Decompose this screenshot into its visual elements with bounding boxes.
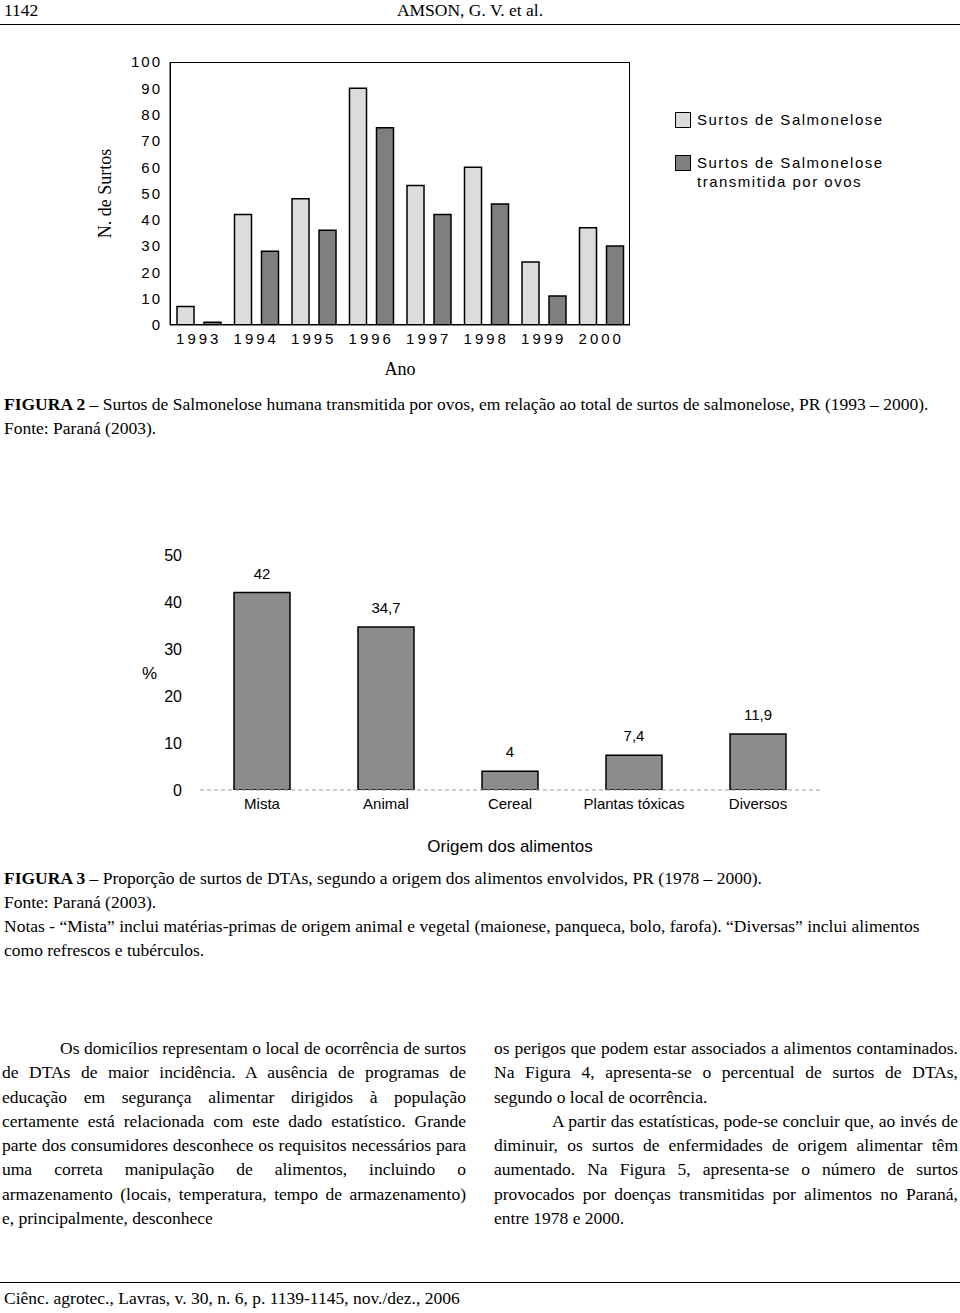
- html-text:Surtos de Salmonelose transmit: Surtos de Salmonelose transmitida por ov…: [697, 154, 884, 190]
- svg-text:20: 20: [141, 264, 162, 281]
- svg-text:50: 50: [164, 547, 182, 564]
- html-text:Ciênc. agrotec., Lavras, v. 30: Ciênc. agrotec., Lavras, v. 30, n. 6, p.…: [4, 1288, 460, 1308]
- svg-text:34,7: 34,7: [371, 599, 400, 616]
- svg-text:100: 100: [131, 53, 162, 70]
- svg-text:90: 90: [141, 80, 162, 97]
- svg-text:30: 30: [141, 237, 162, 254]
- svg-text:Mista: Mista: [244, 795, 280, 812]
- svg-text:1997: 1997: [406, 330, 451, 347]
- html-text:A partir das estatísticas, pod: A partir das estatísticas, pode-se concl…: [494, 1110, 958, 1229]
- svg-text:80: 80: [141, 106, 162, 123]
- svg-text:N. de Surtos: N. de Surtos: [95, 149, 115, 239]
- svg-text:70: 70: [141, 132, 162, 149]
- svg-text:50: 50: [141, 185, 162, 202]
- svg-text:4: 4: [506, 743, 514, 760]
- html-text:Os domicílios representam o lo: Os domicílios representam o local de oco…: [2, 1038, 466, 1229]
- html-text:os perigos que podem estar ass: os perigos que podem estar associados a …: [494, 1038, 958, 1107]
- svg-text:2000: 2000: [579, 330, 624, 347]
- svg-text:Origem dos alimentos: Origem dos alimentos: [427, 837, 592, 856]
- svg-text:30: 30: [164, 641, 182, 658]
- svg-text:1993: 1993: [176, 330, 221, 347]
- svg-text:Animal: Animal: [363, 795, 409, 812]
- svg-text:Plantas tóxicas: Plantas tóxicas: [584, 795, 685, 812]
- svg-text:10: 10: [141, 290, 162, 307]
- html-text:Fonte: Paraná (2003).: Fonte: Paraná (2003).: [4, 892, 157, 912]
- html-text:Surtos de Salmonelose: Surtos de Salmonelose: [697, 111, 884, 128]
- svg-text:1999: 1999: [521, 330, 566, 347]
- svg-text:20: 20: [164, 688, 182, 705]
- svg-text:1996: 1996: [349, 330, 394, 347]
- svg-text:10: 10: [164, 735, 182, 752]
- svg-text:Cereal: Cereal: [488, 795, 532, 812]
- html-text:FIGURA 3 – Proporção de surtos: FIGURA 3 – Proporção de surtos de DTAs, …: [4, 868, 762, 888]
- svg-text:0: 0: [173, 782, 182, 799]
- svg-text:Diversos: Diversos: [729, 795, 787, 812]
- svg-text:Ano: Ano: [385, 359, 416, 379]
- svg-text:1994: 1994: [234, 330, 279, 347]
- svg-text:60: 60: [141, 159, 162, 176]
- svg-text:40: 40: [141, 211, 162, 228]
- svg-text:%: %: [142, 664, 157, 683]
- svg-text:0: 0: [152, 316, 162, 333]
- svg-text:42: 42: [254, 565, 271, 582]
- svg-text:11,9: 11,9: [744, 706, 772, 723]
- html-text:Fonte: Paraná (2003).: Fonte: Paraná (2003).: [4, 418, 157, 438]
- html-text:AMSON, G. V. et al.: AMSON, G. V. et al.: [396, 0, 544, 20]
- svg-text:7,4: 7,4: [624, 727, 645, 744]
- html-text:FIGURA 2 – Surtos de Salmonelo: FIGURA 2 – Surtos de Salmonelose humana …: [4, 394, 929, 414]
- svg-text:40: 40: [164, 594, 182, 611]
- svg-text:1998: 1998: [464, 330, 509, 347]
- html-text:Notas - “Mista” inclui matéria: Notas - “Mista” inclui matérias-primas d…: [4, 916, 920, 960]
- svg-text:1995: 1995: [291, 330, 336, 347]
- html-text:1142: 1142: [4, 0, 39, 20]
